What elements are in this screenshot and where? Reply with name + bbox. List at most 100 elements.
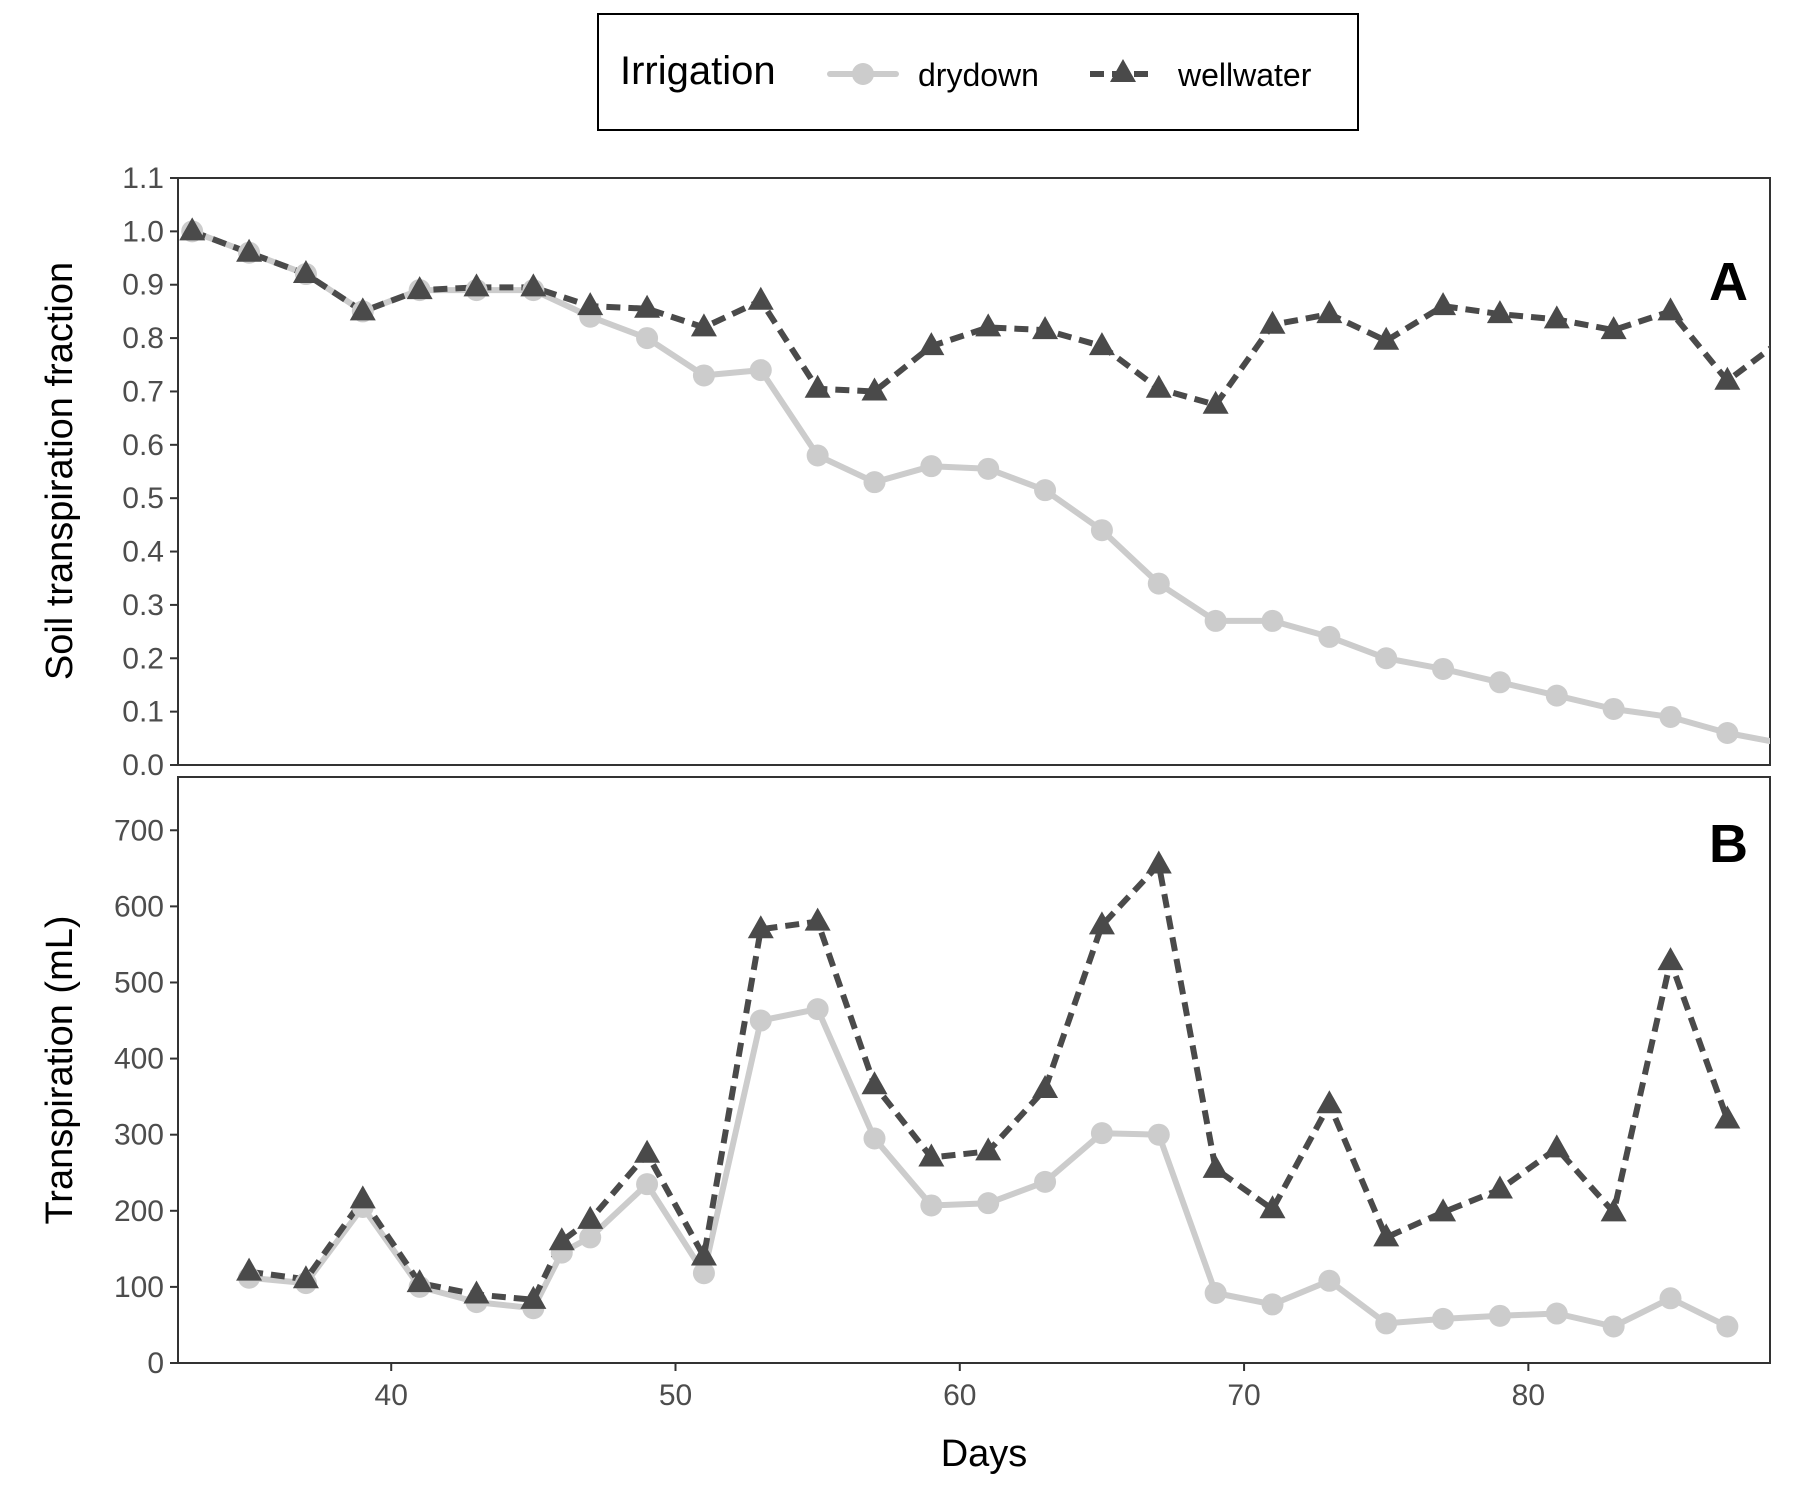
panel-a-wellwater-point bbox=[463, 273, 490, 297]
panel-b-wellwater-point bbox=[918, 1143, 945, 1167]
panel-a-drydown-point bbox=[1602, 697, 1625, 720]
panel-a-drydown-point bbox=[1659, 705, 1682, 728]
panel-a-wellwater-line bbox=[191, 228, 1770, 408]
panel-b-y-axis: 0 100 200 300 400 500 600 700 bbox=[114, 814, 178, 1380]
panel-b-wellwater-point bbox=[292, 1265, 319, 1289]
panel-b-wellwater-point bbox=[1145, 850, 1172, 874]
panel-b-ytick-label: 300 bbox=[114, 1119, 164, 1152]
panel-a-drydown-line bbox=[191, 228, 1770, 745]
legend-wellwater-marker bbox=[1110, 59, 1136, 82]
panel-b-wellwater-point bbox=[1088, 911, 1115, 935]
panel-a-drydown-point bbox=[806, 444, 829, 467]
panel-a-drydown-point bbox=[1375, 647, 1398, 670]
panel-b-ytick-label: 200 bbox=[114, 1195, 164, 1228]
panel-a-wellwater-point bbox=[690, 313, 717, 337]
panel-b-wellwater-point bbox=[1714, 1105, 1741, 1129]
panel-b-wellwater-point bbox=[1486, 1175, 1513, 1199]
panel-a-drydown-point bbox=[1318, 625, 1341, 648]
panel-b-drydown-point bbox=[1261, 1293, 1284, 1316]
panel-a-drydown-point bbox=[1488, 671, 1511, 694]
panel-b-wellwater-point bbox=[1032, 1075, 1059, 1099]
panel-a-wellwater-point bbox=[1145, 374, 1172, 398]
panel-b-wellwater-line bbox=[248, 861, 1731, 1303]
panel-a-drydown-point bbox=[1147, 572, 1170, 595]
legend-entry-drydown: drydown bbox=[827, 57, 1039, 93]
panel-b-xtick-label: 70 bbox=[1227, 1379, 1260, 1412]
panel-a-series-layer bbox=[179, 217, 1797, 755]
legend: Irrigation drydown wellwater bbox=[597, 13, 1359, 131]
panel-a-y-axis: 0.0 0.1 0.2 0.3 0.4 0.5 0.6 0.7 0.8 0.9 1.0 1.1 bbox=[122, 162, 178, 782]
panel-b-ytick-label: 400 bbox=[114, 1043, 164, 1076]
panel-b-wellwater-point bbox=[1316, 1090, 1343, 1114]
panel-a-drydown-point bbox=[1773, 733, 1795, 755]
panel-a-wellwater-point bbox=[520, 273, 547, 297]
panel-a-drydown-point bbox=[1716, 721, 1739, 744]
panel-a-ytick-label: 1.0 bbox=[122, 215, 164, 248]
legend-title: Irrigation bbox=[620, 49, 776, 93]
panel-a-wellwater-point bbox=[236, 238, 263, 262]
panel-a-wellwater-point bbox=[1600, 316, 1627, 340]
panel-a-ytick-label: 0.7 bbox=[122, 375, 164, 408]
panel-b-ytick-label: 700 bbox=[114, 814, 164, 847]
panel-b-ytick-label: 500 bbox=[114, 966, 164, 999]
panel-b-wellwater-point bbox=[861, 1071, 888, 1095]
panel-a-wellwater-point bbox=[1032, 316, 1059, 340]
panel-b-label: B bbox=[1709, 814, 1748, 874]
legend-box bbox=[597, 13, 1359, 131]
panel-b-xtick-label: 60 bbox=[943, 1379, 976, 1412]
panel-a-frame bbox=[177, 177, 1771, 766]
panel-a-drydown-point bbox=[920, 455, 943, 478]
panel-b-drydown-point bbox=[579, 1226, 602, 1249]
panel-b-wellwater-point bbox=[548, 1227, 575, 1251]
panel-b-wellwater-point bbox=[690, 1242, 717, 1266]
panel-a-wellwater-point bbox=[406, 276, 433, 300]
panel-b-drydown-point bbox=[636, 1173, 659, 1196]
panel-b-drydown-point bbox=[1602, 1315, 1625, 1338]
panel-b-wellwater-point bbox=[634, 1139, 661, 1163]
panel-a-drydown-point bbox=[977, 457, 1000, 480]
legend-drydown-marker bbox=[852, 63, 874, 85]
panel-b-drydown-point bbox=[692, 1262, 715, 1285]
panel-a: 0.0 0.1 0.2 0.3 0.4 0.5 0.6 0.7 0.8 0.9 1.0 1.1 A S… bbox=[39, 162, 1797, 782]
panel-a-y-title: Soil transpiration fraction bbox=[39, 262, 81, 680]
panel-b-drydown-point bbox=[1204, 1281, 1227, 1304]
panel-b-drydown-point bbox=[1659, 1287, 1682, 1310]
panel-a-drydown-point bbox=[1034, 479, 1057, 502]
panel-b-drydown-point bbox=[749, 1009, 772, 1032]
panel-a-ytick-label: 0.2 bbox=[122, 642, 164, 675]
panel-b-drydown-point bbox=[1034, 1170, 1057, 1193]
legend-entry-wellwater: wellwater bbox=[1090, 57, 1312, 93]
panel-b-drydown-point bbox=[1318, 1269, 1341, 1292]
panel-a-ytick-label: 0.4 bbox=[122, 536, 164, 569]
panel-a-ytick-label: 0.6 bbox=[122, 429, 164, 462]
panel-b-drydown-line bbox=[248, 1006, 1729, 1330]
panel-b-drydown-point bbox=[1432, 1307, 1455, 1330]
panel-a-wellwater-point bbox=[349, 297, 376, 321]
panel-a-ytick-label: 0.3 bbox=[122, 589, 164, 622]
panel-b-wellwater-point bbox=[520, 1285, 547, 1309]
panel-b-wellwater-point bbox=[349, 1185, 376, 1209]
panel-a-wellwater-point bbox=[804, 374, 831, 398]
panel-a-drydown-point bbox=[1432, 657, 1455, 680]
panel-a-wellwater-point bbox=[292, 260, 319, 284]
panel-b-ytick-label: 600 bbox=[114, 890, 164, 923]
panel-b-drydown-point bbox=[1545, 1302, 1568, 1325]
panel-a-wellwater-point bbox=[634, 294, 661, 318]
panel-a-wellwater-point bbox=[918, 332, 945, 356]
panel-b-drydown-point bbox=[920, 1194, 943, 1217]
panel-b-ytick-label: 100 bbox=[114, 1271, 164, 1304]
legend-wellwater-label: wellwater bbox=[1177, 57, 1312, 93]
panel-a-drydown-point bbox=[1204, 609, 1227, 632]
panel-b-xtick-label: 40 bbox=[375, 1379, 408, 1412]
panel-b-wellwater-point bbox=[463, 1280, 490, 1304]
panel-b-frame bbox=[177, 776, 1771, 1364]
panel-b-wellwater-point bbox=[236, 1257, 263, 1281]
panel-a-wellwater-point bbox=[747, 286, 774, 310]
panel-b-wellwater-point bbox=[1373, 1223, 1400, 1247]
panel-a-wellwater-point bbox=[1714, 366, 1741, 390]
panel-a-wellwater-point bbox=[1771, 324, 1797, 347]
panel-a-wellwater-point bbox=[1486, 300, 1513, 324]
panel-b-x-axis: 40 50 60 70 80 bbox=[375, 1363, 1545, 1412]
panel-a-ytick-label: 1.1 bbox=[122, 162, 164, 195]
